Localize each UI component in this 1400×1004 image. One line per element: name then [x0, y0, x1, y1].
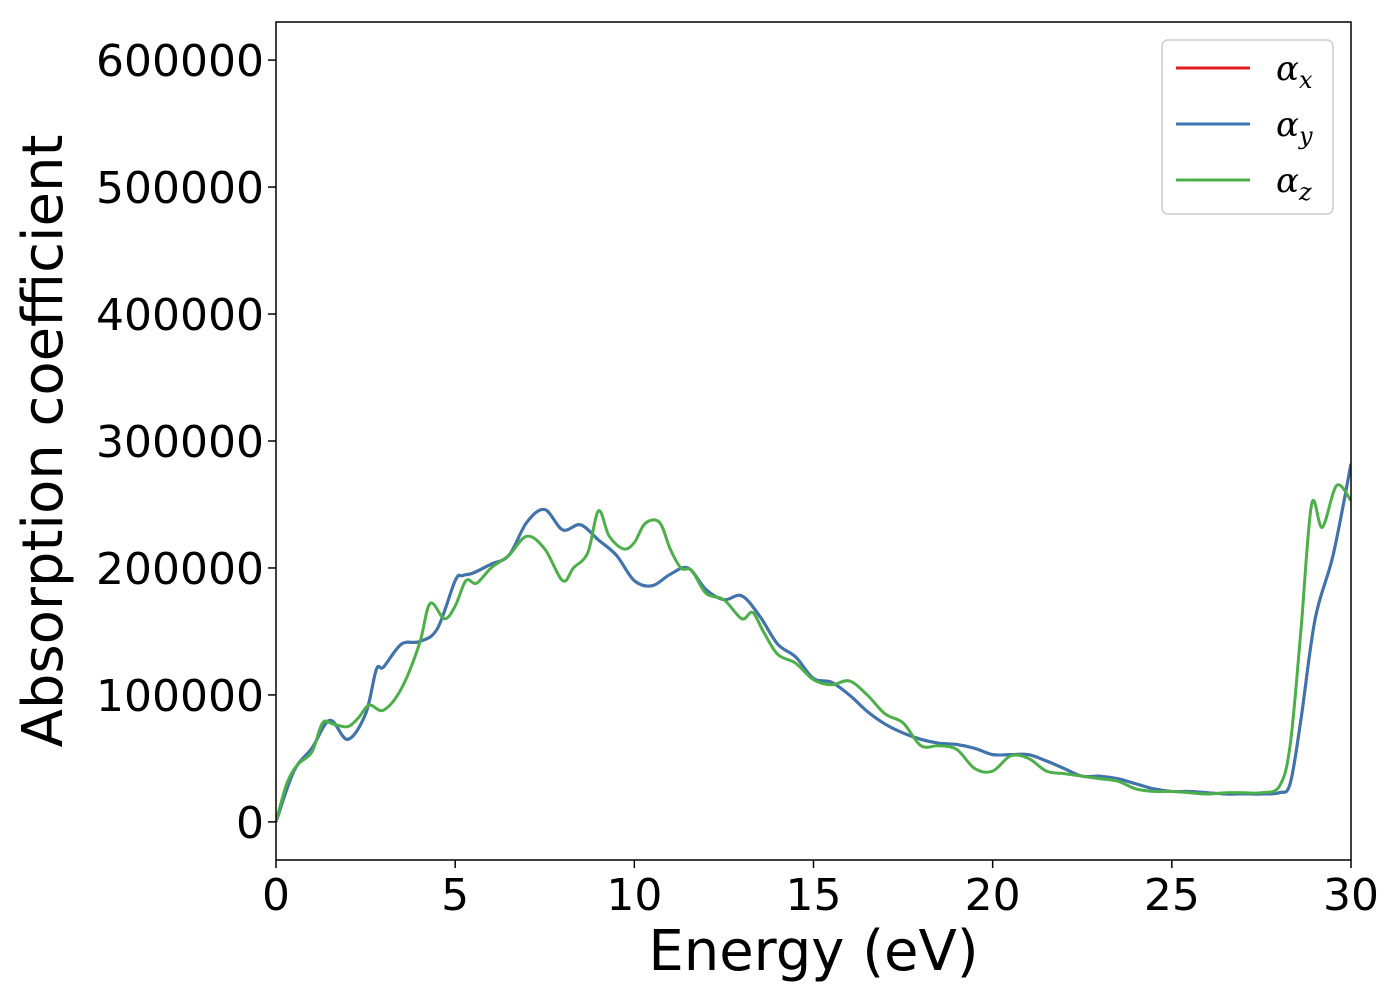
x-tick-label: 30	[1323, 870, 1379, 921]
x-tick-label: 20	[965, 870, 1021, 921]
series-line-y	[276, 463, 1351, 823]
y-tick-label: 200000	[96, 544, 264, 595]
y-tick-label: 100000	[96, 671, 264, 722]
y-tick-label: 0	[236, 798, 264, 849]
x-axis-label: Energy (eV)	[648, 919, 978, 984]
y-axis-ticks: 0 100000 200000 300000 400000 500000 600000	[96, 36, 276, 849]
x-tick-label: 5	[441, 870, 469, 921]
series-lines	[276, 463, 1351, 823]
legend-box	[1161, 39, 1334, 215]
y-tick-label: 600000	[96, 36, 264, 87]
y-tick-label: 400000	[96, 290, 264, 341]
y-axis-label: Absorption coefficient	[11, 135, 76, 748]
series-line-x	[276, 463, 1351, 823]
series-line-z	[276, 483, 1351, 823]
x-tick-label: 0	[262, 870, 290, 921]
y-tick-label: 300000	[96, 417, 264, 468]
x-tick-label: 10	[606, 870, 662, 921]
y-tick-label: 500000	[96, 163, 264, 214]
x-tick-label: 15	[786, 870, 842, 921]
x-axis-ticks: 0 5 10 15 20 25 30	[262, 860, 1379, 921]
x-tick-label: 25	[1144, 870, 1200, 921]
